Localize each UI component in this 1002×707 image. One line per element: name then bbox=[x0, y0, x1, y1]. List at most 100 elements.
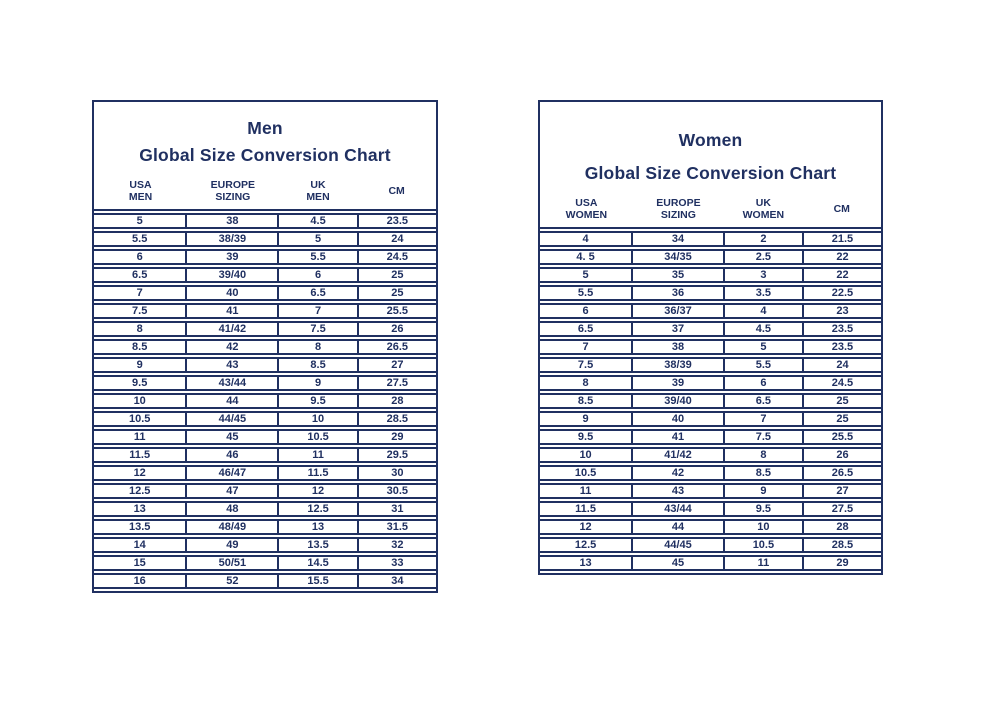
table-cell: 9 bbox=[94, 357, 187, 373]
table-cell: 39 bbox=[186, 249, 279, 265]
table-cell: 33 bbox=[357, 555, 436, 571]
chart-subtitle: Global Size Conversion Chart bbox=[584, 163, 837, 183]
table-cell: 43 bbox=[632, 483, 724, 499]
table-row: 8.5 39/40 6.5 25 bbox=[540, 393, 881, 409]
column-header-line: SIZING bbox=[660, 209, 696, 221]
table-cell: 16 bbox=[94, 573, 187, 589]
table-cell: 24 bbox=[802, 357, 881, 373]
table-cell: 24 bbox=[357, 231, 436, 247]
table-cell: 10 bbox=[723, 519, 803, 535]
table-cell: 6.5 bbox=[94, 267, 187, 283]
table-cell: 5.5 bbox=[94, 231, 187, 247]
table-cell: 12 bbox=[94, 465, 187, 481]
table-cell: 40 bbox=[186, 285, 279, 301]
table-row: 9.5 41 7.5 25.5 bbox=[540, 429, 881, 445]
table-row: 12 46/47 11.5 30 bbox=[94, 465, 436, 481]
table-cell: 23.5 bbox=[357, 213, 436, 229]
table-cell: 26.5 bbox=[802, 465, 881, 481]
column-header-line: USA bbox=[575, 197, 598, 209]
table-cell: 38/39 bbox=[632, 357, 724, 373]
table-cell: 34/35 bbox=[632, 249, 724, 265]
table-cell: 4. 5 bbox=[540, 249, 633, 265]
table-cell: 36/37 bbox=[632, 303, 724, 319]
table-cell: 7.5 bbox=[278, 321, 358, 337]
table-cell: 3.5 bbox=[723, 285, 803, 301]
men-chart-header: Men Global Size Conversion Chart USA MEN… bbox=[94, 118, 436, 211]
table-row: 7 38 5 23.5 bbox=[540, 339, 881, 355]
table-cell: 9.5 bbox=[540, 429, 633, 445]
table-cell: 13 bbox=[94, 501, 187, 517]
table-cell: 42 bbox=[186, 339, 279, 355]
table-row: 6 36/37 4 23 bbox=[540, 303, 881, 319]
table-cell: 6.5 bbox=[723, 393, 803, 409]
table-row: 6.5 39/40 6 25 bbox=[94, 267, 436, 283]
table-cell: 43/44 bbox=[632, 501, 724, 517]
chart-title: Women bbox=[678, 130, 743, 150]
table-cell: 32 bbox=[357, 537, 436, 553]
table-cell: 10.5 bbox=[278, 429, 358, 445]
table-cell: 8.5 bbox=[278, 357, 358, 373]
table-cell: 5.5 bbox=[723, 357, 803, 373]
table-cell: 5.5 bbox=[278, 249, 358, 265]
table-row: 11 43 9 27 bbox=[540, 483, 881, 499]
column-header-line: CM bbox=[833, 203, 850, 215]
table-cell: 5 bbox=[278, 231, 358, 247]
table-cell: 39 bbox=[632, 375, 724, 391]
column-header-line: WOMEN bbox=[565, 209, 608, 221]
column-header-uk-women: UK WOMEN bbox=[724, 197, 802, 221]
table-cell: 28.5 bbox=[802, 537, 881, 553]
table-cell: 41/42 bbox=[632, 447, 724, 463]
table-cell: 11 bbox=[278, 447, 358, 463]
column-header-line: UK bbox=[755, 197, 771, 209]
table-cell: 5 bbox=[723, 339, 803, 355]
table-cell: 5 bbox=[94, 213, 187, 229]
table-row: 9.5 43/44 9 27.5 bbox=[94, 375, 436, 391]
table-row: 11.5 46 11 29.5 bbox=[94, 447, 436, 463]
table-cell: 27 bbox=[802, 483, 881, 499]
table-cell: 2 bbox=[723, 231, 803, 247]
table-cell: 6 bbox=[540, 303, 633, 319]
table-cell: 10 bbox=[540, 447, 633, 463]
table-cell: 49 bbox=[186, 537, 279, 553]
table-cell: 45 bbox=[186, 429, 279, 445]
table-cell: 8 bbox=[723, 447, 803, 463]
table-cell: 40 bbox=[632, 411, 724, 427]
table-cell: 30 bbox=[357, 465, 436, 481]
table-cell: 34 bbox=[357, 573, 436, 589]
table-cell: 2.5 bbox=[723, 249, 803, 265]
table-row: 8.5 42 8 26.5 bbox=[94, 339, 436, 355]
table-cell: 7.5 bbox=[723, 429, 803, 445]
table-cell: 28.5 bbox=[357, 411, 436, 427]
table-row: 14 49 13.5 32 bbox=[94, 537, 436, 553]
table-cell: 10 bbox=[278, 411, 358, 427]
table-cell: 39/40 bbox=[186, 267, 279, 283]
table-cell: 41 bbox=[186, 303, 279, 319]
table-cell: 9 bbox=[540, 411, 633, 427]
table-cell: 43/44 bbox=[186, 375, 279, 391]
table-cell: 7 bbox=[723, 411, 803, 427]
table-cell: 27 bbox=[357, 357, 436, 373]
table-cell: 37 bbox=[632, 321, 724, 337]
table-cell: 4.5 bbox=[278, 213, 358, 229]
table-row: 9 40 7 25 bbox=[540, 411, 881, 427]
table-cell: 26.5 bbox=[357, 339, 436, 355]
column-header-line: UK bbox=[310, 179, 326, 191]
table-cell: 13.5 bbox=[278, 537, 358, 553]
table-row: 12 44 10 28 bbox=[540, 519, 881, 535]
column-header-usa-women: USA WOMEN bbox=[540, 197, 633, 221]
table-cell: 47 bbox=[186, 483, 279, 499]
table-cell: 12.5 bbox=[94, 483, 187, 499]
table-row: 11.5 43/44 9.5 27.5 bbox=[540, 501, 881, 517]
column-header-cm: CM bbox=[357, 185, 436, 197]
table-cell: 39/40 bbox=[632, 393, 724, 409]
women-chart-header: Women Global Size Conversion Chart USA W… bbox=[540, 130, 881, 229]
table-cell: 25 bbox=[802, 411, 881, 427]
table-cell: 8.5 bbox=[540, 393, 633, 409]
table-cell: 44/45 bbox=[186, 411, 279, 427]
table-row: 5.5 36 3.5 22.5 bbox=[540, 285, 881, 301]
column-header-line: MEN bbox=[128, 191, 153, 203]
table-row: 10 44 9.5 28 bbox=[94, 393, 436, 409]
table-cell: 12.5 bbox=[540, 537, 633, 553]
table-cell: 43 bbox=[186, 357, 279, 373]
